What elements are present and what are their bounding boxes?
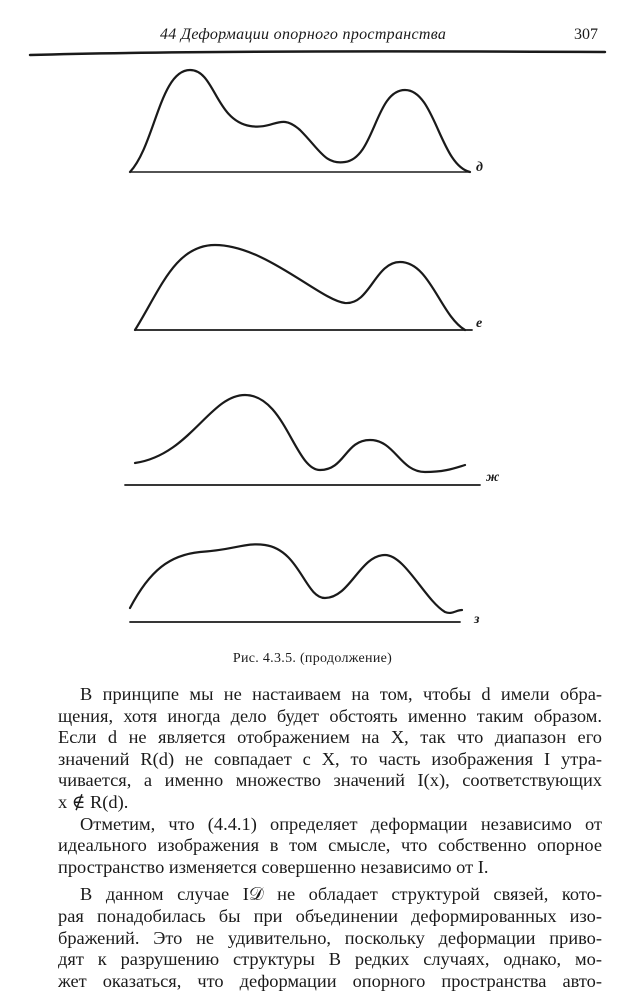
curve-d <box>128 68 472 174</box>
figure-caption: Рис. 4.3.5. (продолжение) <box>232 651 393 666</box>
panel-label-d: д <box>476 160 483 175</box>
text-line: В данном случае I𝒟 не обладает структуро… <box>80 884 602 905</box>
running-title: 44 Деформации опорного пространства <box>160 26 447 43</box>
body-text: В принципе мы не настаиваем на том, чтоб… <box>58 684 602 992</box>
text-line: дят к разрушению структуры В редких случ… <box>58 949 602 970</box>
page-number: 307 <box>574 26 598 43</box>
curve-z <box>128 543 464 615</box>
panel-label-z: з <box>474 612 480 627</box>
panel-label-e: е <box>476 316 483 331</box>
text-line: Отметим, что (4.4.1) определяет деформац… <box>80 813 602 834</box>
text-line: бражений. Это не удивительно, поскольку … <box>58 927 602 948</box>
text-line: Если d не является отображением на X, та… <box>58 727 602 748</box>
text-line: чивается, а именно множество значений I(… <box>58 770 602 791</box>
panel-label-zh: ж <box>486 470 500 485</box>
text-line: жет оказаться, что деформации опорного п… <box>58 970 602 991</box>
text-line: рая понадобилась бы при объединении дефо… <box>58 905 602 926</box>
text-line: пространство изменяется совершенно незав… <box>58 856 489 877</box>
text-line: В принципе мы не настаиваем на том, чтоб… <box>80 684 602 704</box>
text-line: значений R(d) не совпадает с X, то часть… <box>58 748 602 769</box>
header-rule <box>28 50 607 57</box>
curve-e <box>133 243 467 332</box>
curve-zh <box>133 393 467 474</box>
text-line: щения, хотя иногда дело будет обстоять и… <box>58 705 602 726</box>
text-line: идеального изображения в том смысле, что… <box>58 835 602 856</box>
text-line: x ∉ R(d). <box>58 791 129 812</box>
